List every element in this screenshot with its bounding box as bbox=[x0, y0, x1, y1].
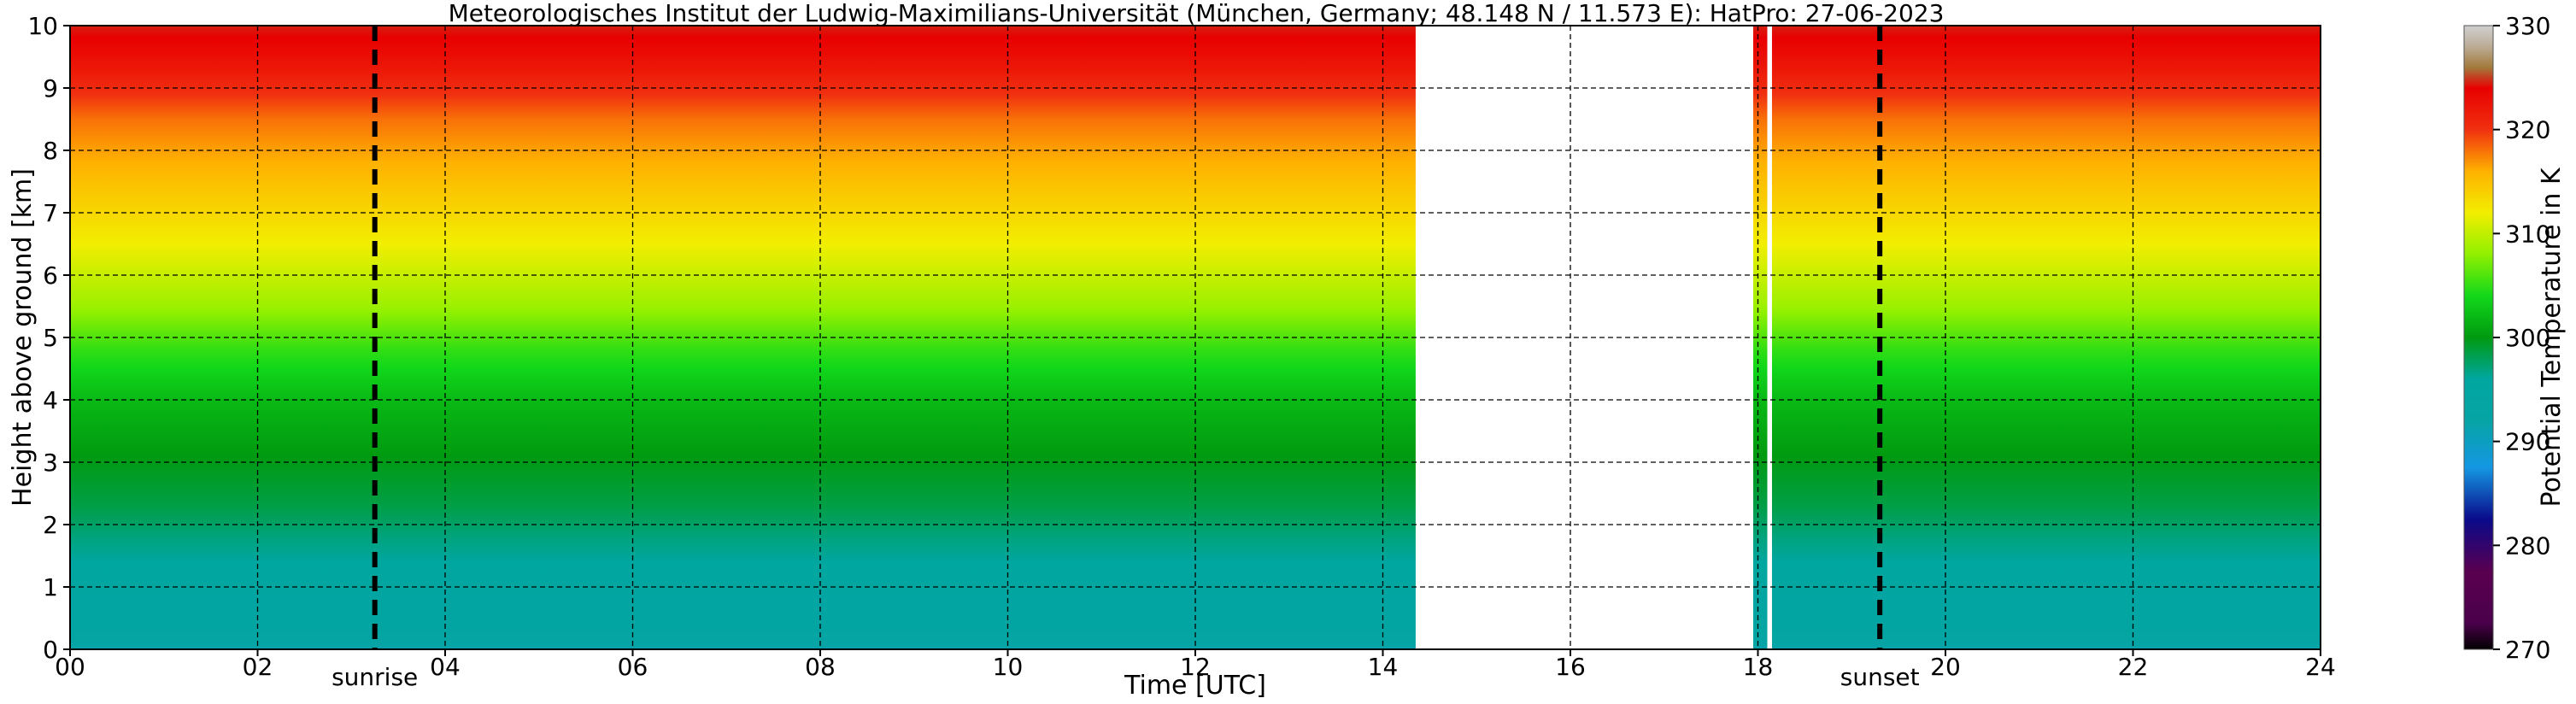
y-tick-label: 2 bbox=[43, 511, 58, 539]
colorbar-tick-label: 270 bbox=[2505, 636, 2550, 664]
colorbar-tick-label: 310 bbox=[2505, 220, 2550, 248]
y-tick-label: 1 bbox=[43, 573, 58, 601]
colorbar-tick-label: 300 bbox=[2505, 324, 2550, 352]
chart-title: Meteorologisches Institut der Ludwig-Max… bbox=[449, 0, 1945, 27]
x-tick-label: 20 bbox=[1930, 653, 1961, 681]
colorbar-bar bbox=[2463, 25, 2494, 650]
x-tick-label: 00 bbox=[55, 653, 85, 681]
heat-segment bbox=[1753, 26, 1768, 649]
y-tick-label: 0 bbox=[43, 636, 58, 664]
y-tick-label: 10 bbox=[27, 12, 58, 40]
heat-segment bbox=[70, 26, 1416, 649]
y-tick-label: 3 bbox=[43, 449, 58, 477]
data-segment bbox=[70, 26, 1416, 649]
y-tick-label: 9 bbox=[43, 74, 58, 103]
x-tick-label: 16 bbox=[1555, 653, 1586, 681]
plot-area: sunrise sunset bbox=[69, 25, 2321, 691]
x-axis-label: Time [UTC] bbox=[1124, 671, 1266, 701]
x-tick-label: 18 bbox=[1743, 653, 1774, 681]
x-tick-label: 12 bbox=[1180, 653, 1211, 681]
grid bbox=[70, 26, 2321, 649]
markers: sunrise sunset bbox=[332, 26, 1920, 691]
y-tick-label: 8 bbox=[43, 137, 58, 165]
x-axis-ticks: 00 02 04 06 08 10 12 14 16 18 20 22 24 bbox=[55, 649, 2336, 681]
colorbar-tick-label: 290 bbox=[2505, 428, 2550, 456]
y-tick-label: 7 bbox=[43, 199, 58, 227]
x-tick-label: 02 bbox=[243, 653, 273, 681]
colorbar-tick-label: 280 bbox=[2505, 531, 2550, 560]
colorbar-tick-label: 320 bbox=[2505, 116, 2550, 144]
y-axis-ticks: 0 1 2 3 4 5 6 7 8 9 10 bbox=[27, 12, 70, 664]
x-tick-label: 24 bbox=[2305, 653, 2336, 681]
data-segment bbox=[1753, 26, 1768, 649]
y-tick-label: 4 bbox=[43, 386, 58, 414]
x-tick-label: 06 bbox=[618, 653, 648, 681]
x-tick-label: 08 bbox=[805, 653, 836, 681]
x-tick-label: 22 bbox=[2118, 653, 2149, 681]
sunrise-label: sunrise bbox=[332, 663, 418, 691]
sunset-label: sunset bbox=[1840, 663, 1920, 691]
colorbar: 270 280 290 300 310 320 330 bbox=[2463, 12, 2550, 664]
y-tick-label: 5 bbox=[43, 324, 58, 352]
y-tick-label: 6 bbox=[43, 261, 58, 290]
x-tick-label: 10 bbox=[993, 653, 1024, 681]
colorbar-label: Potential Temperature in K bbox=[2537, 167, 2567, 507]
x-tick-label: 04 bbox=[430, 653, 461, 681]
y-axis-label: Height above ground [km] bbox=[8, 168, 38, 507]
colorbar-tick-label: 330 bbox=[2505, 12, 2550, 40]
x-tick-label: 14 bbox=[1368, 653, 1399, 681]
